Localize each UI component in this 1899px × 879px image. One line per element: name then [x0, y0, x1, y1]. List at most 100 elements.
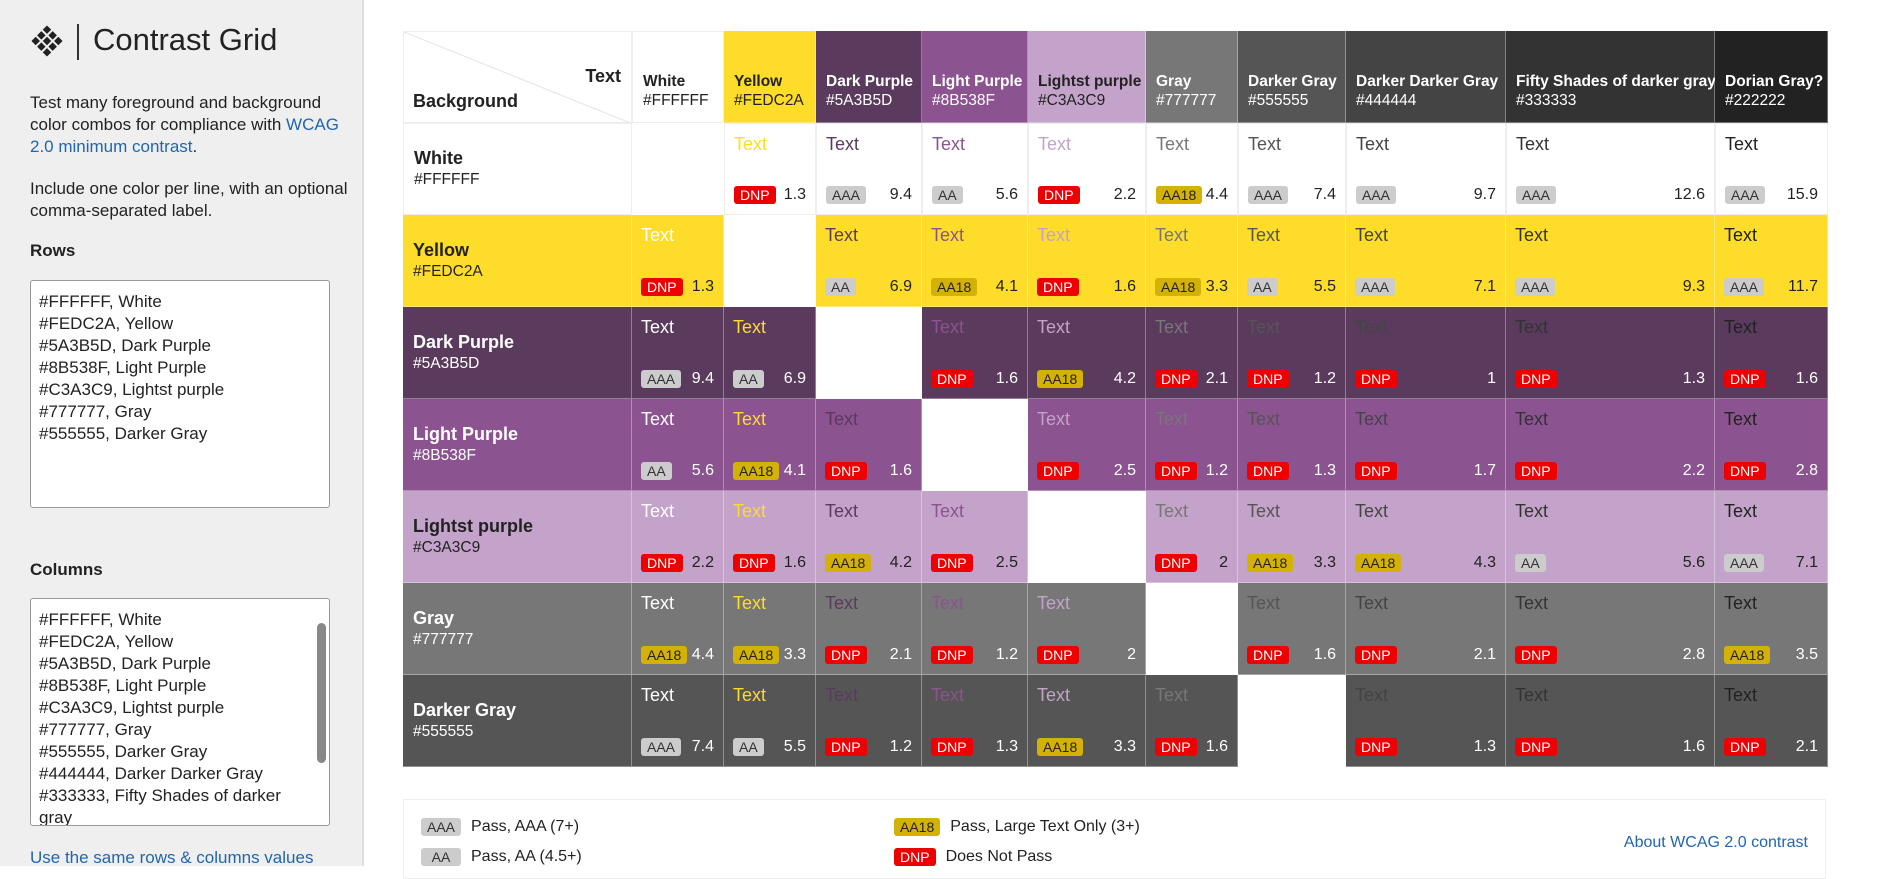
grid-cell: Text DNP 2.5 — [1028, 399, 1146, 491]
column-header: Light Purple #8B538F — [922, 31, 1028, 123]
badge: AA18 — [1155, 278, 1202, 296]
column-hex: #8B538F — [932, 92, 995, 109]
sample-text: Text — [1355, 501, 1389, 521]
grid-cell: Text DNP 1.6 — [922, 307, 1028, 399]
ratio: 5.6 — [995, 186, 1018, 203]
badge: DNP — [1724, 370, 1766, 388]
grid-cell: Text AAA 7.1 — [1346, 215, 1506, 307]
ratio: 7.4 — [1313, 186, 1336, 203]
column-header: Gray #777777 — [1146, 31, 1238, 123]
row-name: Gray — [413, 607, 455, 628]
corner-diagonal — [404, 32, 633, 124]
badge: DNP — [1724, 462, 1766, 480]
ratio: 3.3 — [1205, 278, 1228, 295]
sample-text: Text — [733, 409, 767, 429]
sample-text: Text — [1155, 225, 1189, 245]
sample-text: Text — [825, 409, 859, 429]
same-values-link[interactable]: Use the same rows & columns values — [30, 848, 314, 867]
column-header: Lightst purple #C3A3C9 — [1028, 31, 1146, 123]
grid-cell: Text AA18 4.1 — [724, 399, 816, 491]
input-line: #FEDC2A, Yellow — [39, 314, 174, 333]
grid-cell: Text DNP 1.2 — [922, 583, 1028, 675]
row-name: Yellow — [413, 239, 470, 260]
grid-cell: Text AA18 4.4 — [1146, 123, 1238, 215]
ratio: 7.1 — [1795, 554, 1818, 571]
sample-text: Text — [1515, 501, 1549, 521]
sample-text: Text — [1356, 134, 1390, 154]
row-hex: #8B538F — [413, 446, 476, 464]
sample-text: Text — [641, 317, 675, 337]
ratio: 4.3 — [1473, 554, 1496, 571]
badge: AA18 — [733, 462, 780, 480]
ratio: 9.3 — [1682, 278, 1705, 295]
badge: AA — [1247, 278, 1278, 296]
legend-text: Pass, Large Text Only (3+) — [950, 818, 1140, 835]
grid-cell: Text AA18 4.4 — [632, 583, 724, 675]
grid-cell: Text AA18 4.3 — [1346, 491, 1506, 583]
ratio: 6.9 — [889, 278, 912, 295]
grid-cell: Text DNP 1.2 — [1146, 399, 1238, 491]
grid-cell: Text DNP 1.6 — [1028, 215, 1146, 307]
ratio: 1.6 — [783, 554, 806, 571]
badge: DNP — [1155, 554, 1197, 572]
badge: AA — [641, 462, 672, 480]
badge: DNP — [1037, 278, 1079, 296]
rows-input[interactable]: #FFFFFF, White #FEDC2A, Yellow #5A3B5D, Da… — [30, 280, 330, 508]
sample-text: Text — [1037, 593, 1071, 613]
badge: DNP — [1155, 462, 1197, 480]
corner-cell: Text Background — [403, 31, 633, 124]
sample-text: Text — [931, 317, 965, 337]
ratio: 5.6 — [691, 462, 714, 479]
sample-text: Text — [1248, 134, 1282, 154]
ratio: 5.5 — [783, 738, 806, 755]
input-line: #FEDC2A, Yellow — [39, 632, 174, 651]
badge: DNP — [733, 554, 775, 572]
sample-text: Text — [1355, 593, 1389, 613]
row-name: Light Purple — [413, 423, 518, 444]
grid-cell: Text AAA 9.7 — [1346, 123, 1506, 215]
column-header: White #FFFFFF — [632, 31, 724, 123]
legend-item: AA Pass, AA (4.5+) — [421, 848, 582, 866]
ratio: 1.2 — [1313, 370, 1336, 387]
grid-cell: Text DNP 1.6 — [1715, 307, 1828, 399]
input-line: #777777, Gray — [39, 402, 152, 421]
sample-text: Text — [1724, 501, 1758, 521]
sample-text: Text — [1724, 685, 1758, 705]
sample-text: Text — [931, 225, 965, 245]
sample-text: Text — [641, 593, 675, 613]
grid-cell: Text AAA 7.4 — [1238, 123, 1346, 215]
column-name: Lightst purple — [1038, 73, 1142, 90]
input-line: #8B538F, Light Purple — [39, 676, 207, 695]
badge: AAA — [1515, 278, 1556, 296]
row-header: White #FFFFFF — [403, 123, 632, 215]
ratio: 1.3 — [783, 186, 806, 203]
wcag-link[interactable]: WCAG 2.0 minimum contrast — [30, 115, 339, 156]
grid-cell: Text DNP 1.3 — [632, 215, 724, 307]
sample-text: Text — [1725, 134, 1759, 154]
grid-cell: Text DNP 2.1 — [816, 583, 922, 675]
row-hex: #FFFFFF — [414, 171, 480, 188]
columns-input[interactable]: #FFFFFF, White #FEDC2A, Yellow #5A3B5D, Da… — [30, 598, 330, 826]
instructions: Include one color per line, with an opti… — [30, 179, 348, 220]
empty-cell — [724, 215, 816, 307]
wcag-about-link[interactable]: About WCAG 2.0 contrast — [1623, 834, 1808, 851]
ratio: 2.8 — [1795, 462, 1818, 479]
grid-cell: Text DNP 1.6 — [816, 399, 922, 491]
scrollbar — [317, 623, 326, 763]
badge: DNP — [825, 738, 867, 756]
ratio: 1.2 — [889, 738, 912, 755]
sample-text: Text — [1515, 593, 1549, 613]
badge: AAA — [1725, 186, 1766, 204]
sample-text: Text — [1516, 134, 1550, 154]
sample-text: Text — [1155, 685, 1189, 705]
ratio: 6.9 — [783, 370, 806, 387]
sample-text: Text — [641, 501, 675, 521]
row-name: White — [414, 148, 463, 168]
badge: AA — [825, 278, 856, 296]
grid-cell: Text AAA 9.4 — [816, 123, 922, 215]
ratio: 2.2 — [691, 554, 714, 571]
ratio: 4.1 — [995, 278, 1018, 295]
empty-cell — [1146, 583, 1238, 675]
ratio: 12.6 — [1673, 186, 1705, 203]
